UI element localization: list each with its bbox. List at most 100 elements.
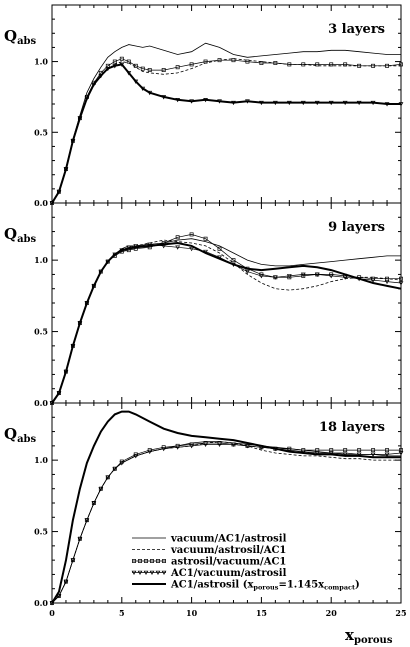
x-tick-label: 0 <box>49 608 55 618</box>
y-axis-title: Qabs <box>4 225 37 245</box>
x-axis-title: xporous <box>345 626 393 646</box>
series-line-squares <box>51 58 402 204</box>
data-point <box>112 466 118 472</box>
data-point <box>140 66 145 71</box>
legend-label: vacuum/AC1/astrosil <box>170 534 287 545</box>
series-triangles <box>49 442 404 606</box>
legend-marker <box>156 559 160 563</box>
data-point <box>328 274 334 279</box>
data-point <box>63 579 69 585</box>
data-point <box>175 245 181 250</box>
x-tick-label: 10 <box>186 608 198 618</box>
data-point <box>217 246 222 251</box>
data-point <box>342 275 348 280</box>
data-point <box>328 451 334 456</box>
data-point <box>231 58 236 63</box>
legend-marker <box>138 559 142 563</box>
data-point <box>203 442 208 447</box>
legend-marker <box>162 559 166 563</box>
data-point <box>399 276 403 281</box>
data-point <box>217 442 222 447</box>
data-point <box>147 449 153 455</box>
legend-label: AC1/astrosil (xporous=1.145xcompact) <box>170 580 360 592</box>
legend-marker <box>149 570 155 576</box>
data-point <box>301 62 306 67</box>
data-point <box>147 242 153 247</box>
data-point <box>398 451 404 456</box>
data-point <box>189 62 194 67</box>
data-point <box>147 68 152 73</box>
data-point <box>161 68 166 73</box>
data-point <box>398 281 404 286</box>
legend-marker <box>155 570 161 576</box>
legend-marker <box>137 570 143 576</box>
data-point <box>98 486 104 492</box>
y-tick-label: 0.5 <box>34 327 48 337</box>
legend-marker <box>132 559 136 563</box>
data-point <box>385 63 389 68</box>
data-point <box>161 446 167 452</box>
data-point <box>112 59 117 64</box>
legend-marker <box>131 570 137 576</box>
series-line-triangles <box>51 444 402 604</box>
data-point <box>384 452 390 457</box>
data-point <box>259 61 264 65</box>
y-axis-title: Qabs <box>4 27 37 47</box>
data-point <box>175 445 181 450</box>
data-point <box>286 274 292 279</box>
series-line-thin-solid <box>51 238 401 404</box>
data-point <box>329 62 334 67</box>
data-point <box>259 274 264 279</box>
panel-18-layers: 0.0 0.5 1.0 0 5 10 15 20 25 Qabs xporous 18 layers v… <box>4 402 407 646</box>
data-point <box>371 448 376 453</box>
y-tick-label: 0.0 <box>34 398 48 408</box>
data-point <box>56 594 62 599</box>
panel-label: 3 layers <box>328 22 385 37</box>
data-point <box>70 558 76 563</box>
series-line-thin-solid <box>51 42 401 204</box>
y-tick-label: 0.5 <box>34 527 48 537</box>
legend-label: astrosil/vacuum/AC1 <box>171 557 286 568</box>
data-point <box>300 272 306 277</box>
data-point <box>189 246 194 252</box>
data-point <box>384 279 390 285</box>
series-line-thick-solid <box>51 410 401 604</box>
legend-marker <box>143 570 149 576</box>
data-point <box>371 63 376 68</box>
data-point <box>314 272 320 277</box>
data-point <box>119 461 125 466</box>
data-point <box>91 501 97 506</box>
data-point <box>370 452 376 457</box>
series-line-thick-solid <box>51 241 402 404</box>
data-point <box>231 258 236 263</box>
x-tick-label: 15 <box>256 608 267 618</box>
data-point <box>342 452 348 457</box>
legend-marker <box>161 570 167 576</box>
data-point <box>343 448 348 453</box>
data-point <box>399 62 403 67</box>
data-point <box>357 448 362 453</box>
panel-3-layers: 0.0 0.5 1.0 Qabs 3 layers <box>4 4 404 208</box>
data-point <box>126 245 132 250</box>
data-point <box>300 449 306 455</box>
panel-9-layers: 0.0 0.5 1.0 Qabs 9 layers <box>4 202 404 408</box>
data-point <box>245 59 250 64</box>
series-line-thick-solid <box>51 63 401 204</box>
series-line-triangles <box>51 64 401 204</box>
data-point <box>273 61 278 65</box>
series-thick-solid <box>51 241 402 404</box>
data-point <box>231 442 236 447</box>
data-point <box>315 62 320 67</box>
data-point <box>175 235 180 240</box>
data-point <box>189 232 194 237</box>
x-tick-label: 5 <box>119 608 125 618</box>
y-tick-label: 0.5 <box>34 127 48 137</box>
data-point <box>286 448 292 453</box>
y-tick-label: 0.0 <box>34 198 48 208</box>
data-point <box>356 452 362 457</box>
data-point <box>175 65 180 70</box>
data-point <box>272 275 278 280</box>
legend: vacuum/AC1/astrosilvacuum/astrosil/AC1as… <box>131 534 360 592</box>
data-point <box>84 518 90 523</box>
